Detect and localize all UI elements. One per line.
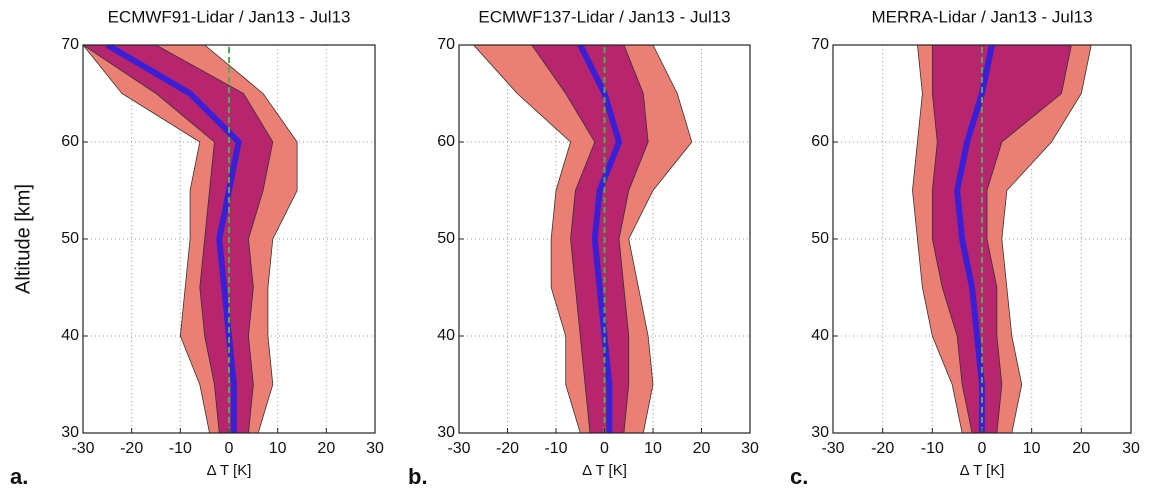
spread-band [83,45,274,433]
chart-title: MERRA-Lidar / Jan13 - Jul13 [871,7,1092,26]
y-tick-label: 70 [811,36,829,53]
x-tick-label: -10 [921,440,944,457]
x-tick-label: 20 [317,440,335,457]
y-tick-label: 60 [811,133,829,150]
x-tick-label: 10 [1023,440,1041,457]
x-tick-label: 0 [600,440,609,457]
y-tick-label: 50 [811,230,829,247]
x-tick-label: 0 [978,440,987,457]
x-tick-label: -10 [544,440,567,457]
mean-line [954,45,995,433]
x-axis-label: Δ T [K] [582,462,627,479]
plot-area [459,45,750,433]
y-tick-label: 30 [811,424,829,441]
y-axis-label: Altitude [km] [12,184,34,294]
y-tick-label: 70 [61,36,79,53]
y-tick-label: 40 [61,327,79,344]
x-tick-label: -20 [871,440,894,457]
x-tick-label: 10 [269,440,287,457]
mean-line [577,45,623,433]
x-tick-label: 30 [741,440,759,457]
y-tick-label: 60 [437,133,455,150]
panel-label: b. [408,464,428,489]
panel-label: a. [10,464,28,489]
mean-line [105,45,242,433]
y-tick-label: 40 [811,327,829,344]
y-tick-label: 30 [437,424,455,441]
x-tick-label: 30 [1122,440,1140,457]
panel-label: c. [790,464,808,489]
y-tick-label: 50 [437,230,455,247]
x-tick-label: -10 [169,440,192,457]
x-tick-label: -30 [71,440,94,457]
x-tick-label: 30 [366,440,384,457]
plot-area [833,45,1131,433]
x-tick-label: 10 [644,440,662,457]
x-axis-label: Δ T [K] [207,462,252,479]
y-tick-label: 30 [61,424,79,441]
x-axis-label: Δ T [K] [960,462,1005,479]
x-tick-label: -20 [120,440,143,457]
chart-title: ECMWF137-Lidar / Jan13 - Jul13 [478,7,730,26]
x-tick-label: -30 [821,440,844,457]
x-tick-label: -20 [496,440,519,457]
x-tick-label: -30 [447,440,470,457]
x-tick-label: 20 [1072,440,1090,457]
y-tick-label: 70 [437,36,455,53]
y-tick-label: 50 [61,230,79,247]
plot-area [83,45,375,433]
y-tick-label: 40 [437,327,455,344]
x-tick-label: 20 [693,440,711,457]
x-tick-label: 0 [225,440,234,457]
chart-title: ECMWF91-Lidar / Jan13 - Jul13 [108,7,351,26]
y-tick-label: 60 [61,133,79,150]
